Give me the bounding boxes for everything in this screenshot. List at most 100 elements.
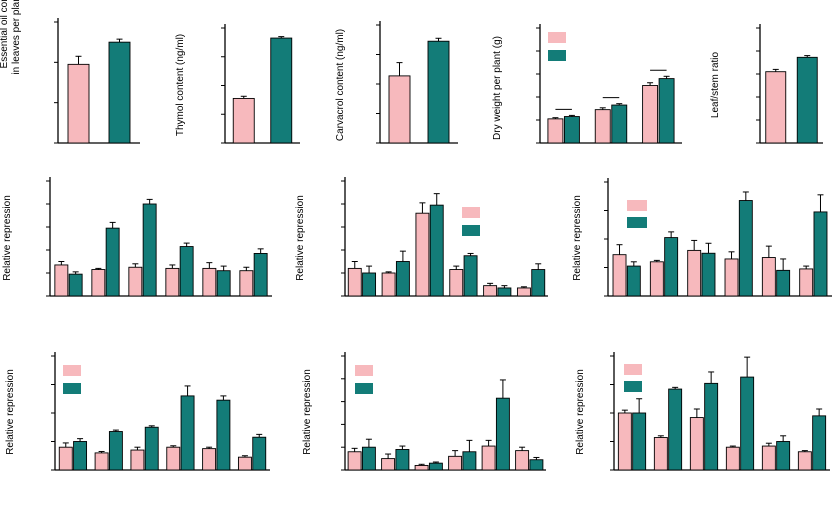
bar-meja bbox=[813, 211, 828, 297]
bar-mock bbox=[381, 272, 396, 297]
bar-meja bbox=[427, 40, 450, 144]
bar-meja bbox=[428, 462, 443, 471]
y-axis-label: Dry weight per plant (g) bbox=[492, 36, 503, 140]
bar-mock bbox=[725, 446, 740, 471]
bar-meja bbox=[216, 399, 231, 471]
bar-mock bbox=[130, 449, 145, 471]
legend-swatch-mock bbox=[548, 32, 566, 43]
bar-meja bbox=[362, 272, 377, 297]
bar-meja bbox=[270, 37, 293, 144]
y-axis-label: Leaf/stem ratio bbox=[710, 51, 721, 118]
bar-mock bbox=[202, 267, 217, 297]
bar-mock bbox=[649, 261, 664, 297]
legend-swatch-meja bbox=[355, 383, 373, 394]
bar-meja bbox=[463, 255, 478, 297]
bar-mock bbox=[653, 437, 668, 471]
bar-mock bbox=[388, 75, 411, 144]
y-axis-label: Relative repression bbox=[2, 195, 13, 281]
y-axis-label: Relative repression bbox=[572, 195, 583, 281]
y-axis-label: Relative repression bbox=[575, 369, 586, 455]
bar-meja bbox=[632, 412, 647, 471]
legend-swatch-meja bbox=[624, 381, 642, 392]
bar-meja bbox=[776, 441, 791, 471]
panel-a: Essential oil content in leaves per plant… bbox=[0, 0, 140, 144]
bar-mock bbox=[761, 445, 776, 471]
y-axis-label: Relative repression bbox=[5, 369, 16, 455]
bar-mock bbox=[761, 257, 776, 297]
bar-meja bbox=[531, 269, 546, 297]
panel-d: Dry weight per plant (g) bbox=[492, 24, 682, 144]
bar-mock bbox=[67, 63, 90, 144]
bar-mock bbox=[687, 249, 702, 297]
y-axis-label: Relative repression bbox=[302, 369, 313, 455]
legend bbox=[624, 364, 642, 392]
bar-meja bbox=[658, 78, 675, 144]
bar-meja bbox=[668, 388, 683, 471]
bar-mock bbox=[128, 266, 143, 297]
legend bbox=[627, 200, 647, 228]
bar-mock bbox=[642, 85, 659, 144]
y-axis-label: Carvacrol content (ng/ml) bbox=[335, 29, 346, 141]
bar-mock bbox=[724, 258, 739, 297]
bar-meja bbox=[108, 41, 131, 144]
bar-meja bbox=[563, 116, 580, 144]
panel-h: Relative repression bbox=[572, 178, 832, 297]
bar-meja bbox=[395, 449, 410, 471]
bar-mock bbox=[594, 109, 611, 144]
bar-meja bbox=[704, 382, 719, 471]
bar-meja bbox=[253, 252, 268, 297]
bar-meja bbox=[144, 426, 159, 471]
legend bbox=[355, 365, 373, 394]
bar-meja bbox=[611, 104, 628, 144]
bar-mock bbox=[91, 269, 106, 297]
bar-meja bbox=[395, 261, 410, 297]
bar-meja bbox=[497, 287, 512, 297]
legend-swatch-mock bbox=[624, 364, 642, 375]
panel-j: Relative repression bbox=[302, 352, 546, 471]
bar-mock bbox=[239, 270, 254, 297]
legend-swatch-mock bbox=[627, 200, 647, 211]
bar-mock bbox=[94, 452, 109, 471]
y-axis-label: in leaves per plant (ml) bbox=[11, 0, 22, 75]
bar-meja bbox=[180, 395, 195, 471]
panel-k: Relative repression bbox=[575, 352, 830, 471]
bar-meja bbox=[701, 252, 716, 297]
bar-mock bbox=[797, 451, 812, 471]
bar-mock bbox=[689, 417, 704, 471]
legend bbox=[63, 365, 81, 394]
legend-swatch-mock bbox=[355, 365, 373, 376]
bar-mock bbox=[54, 264, 69, 297]
bar-mock bbox=[232, 97, 255, 144]
bar-mock bbox=[481, 445, 496, 471]
bar-mock bbox=[612, 254, 627, 297]
bar-meja bbox=[105, 227, 120, 297]
panel-c: Carvacrol content (ng/ml) bbox=[335, 21, 458, 144]
bar-meja bbox=[179, 246, 194, 297]
bar-mock bbox=[448, 455, 463, 471]
legend-swatch-meja bbox=[462, 225, 480, 236]
y-axis-label: Essential oil content bbox=[0, 0, 10, 68]
bar-mock bbox=[202, 448, 217, 471]
bar-mock bbox=[516, 287, 531, 297]
bar-meja bbox=[68, 273, 83, 297]
bar-meja bbox=[796, 56, 818, 144]
bar-meja bbox=[142, 203, 157, 297]
bar-meja bbox=[738, 200, 753, 297]
bar-mock bbox=[165, 267, 180, 297]
legend bbox=[548, 32, 566, 61]
bar-mock bbox=[765, 71, 787, 144]
bar-mock bbox=[415, 212, 430, 297]
bar-meja bbox=[252, 436, 267, 471]
bar-meja bbox=[529, 459, 544, 471]
panel-e: Leaf/stem ratio bbox=[710, 24, 823, 144]
bar-mock bbox=[414, 464, 429, 471]
panel-i: Relative repression bbox=[5, 352, 270, 471]
bar-meja bbox=[626, 265, 641, 297]
bar-meja bbox=[664, 237, 679, 297]
bar-meja bbox=[108, 431, 123, 471]
legend-swatch-meja bbox=[627, 217, 647, 228]
bar-mock bbox=[166, 446, 181, 471]
legend-swatch-mock bbox=[462, 207, 480, 218]
panel-f: Relative repression bbox=[2, 177, 272, 297]
